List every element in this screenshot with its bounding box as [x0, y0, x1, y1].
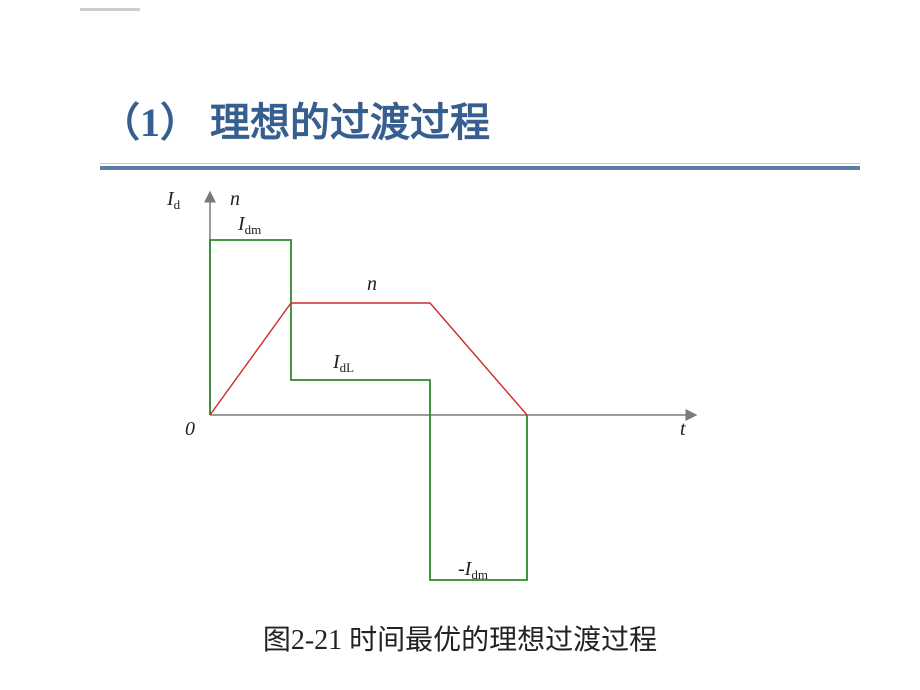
figure-caption: 图2-21 时间最优的理想过渡过程: [0, 618, 920, 658]
svg-text:n: n: [230, 188, 240, 210]
slide-title: （1） 理想的过渡过程: [100, 90, 860, 160]
chart-svg: Id n 0 t Idm n IdL -Idm: [155, 185, 715, 585]
title-underline: [100, 166, 860, 170]
title-block: （1） 理想的过渡过程: [100, 90, 860, 170]
svg-text:Id: Id: [166, 188, 181, 212]
svg-text:0: 0: [185, 418, 195, 440]
top-accent-bar: [80, 8, 140, 11]
svg-text:IdL: IdL: [332, 351, 354, 375]
transition-chart: Id n 0 t Idm n IdL -Idm: [155, 185, 715, 585]
svg-text:t: t: [680, 418, 686, 440]
svg-text:-Idm: -Idm: [458, 558, 488, 582]
svg-text:Idm: Idm: [237, 213, 261, 237]
rule-notch: [28, 170, 46, 180]
svg-text:n: n: [367, 273, 377, 295]
